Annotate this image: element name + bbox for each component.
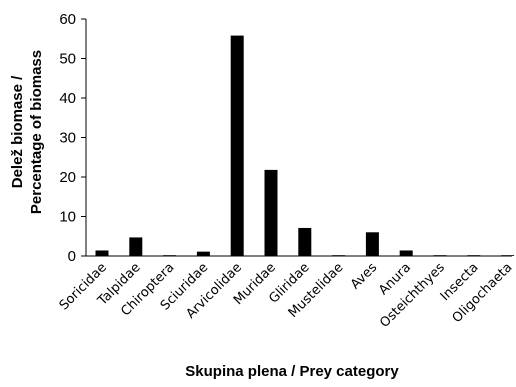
y-axis-ticks: 0 10 20 30 40 50 60 bbox=[59, 11, 86, 265]
x-tick-label-oligochaeta: Oligochaeta bbox=[450, 260, 516, 326]
bar-soricidae bbox=[95, 250, 109, 256]
x-axis-title: Skupina plena / Prey category bbox=[185, 363, 399, 380]
x-axis-tick-labels: SoricidaeTalpidaeChiropteraSciuridaeArvi… bbox=[57, 260, 516, 331]
bar-sciuridae bbox=[196, 251, 210, 256]
bar-talpidae bbox=[129, 237, 143, 256]
y-axis-title: Delež biomase / Percentage of biomass bbox=[9, 50, 45, 214]
bar-gliridae bbox=[298, 227, 312, 256]
y-tick-label: 0 bbox=[68, 248, 76, 265]
bar-aves bbox=[365, 232, 379, 256]
y-tick-label: 50 bbox=[59, 51, 76, 68]
bar-muridae bbox=[264, 169, 278, 256]
y-tick-label: 40 bbox=[59, 90, 76, 107]
bars bbox=[95, 35, 515, 257]
bar-arvicolidae bbox=[230, 35, 244, 257]
y-tick-label: 30 bbox=[59, 130, 76, 147]
y-tick-label: 60 bbox=[59, 11, 76, 28]
y-tick-label: 10 bbox=[59, 209, 76, 226]
bar-anura bbox=[399, 250, 413, 256]
y-axis-title-line-2: Percentage of biomass bbox=[28, 50, 45, 214]
y-axis-title-line-1: Delež biomase / bbox=[9, 75, 26, 188]
y-tick-label: 20 bbox=[59, 169, 76, 186]
